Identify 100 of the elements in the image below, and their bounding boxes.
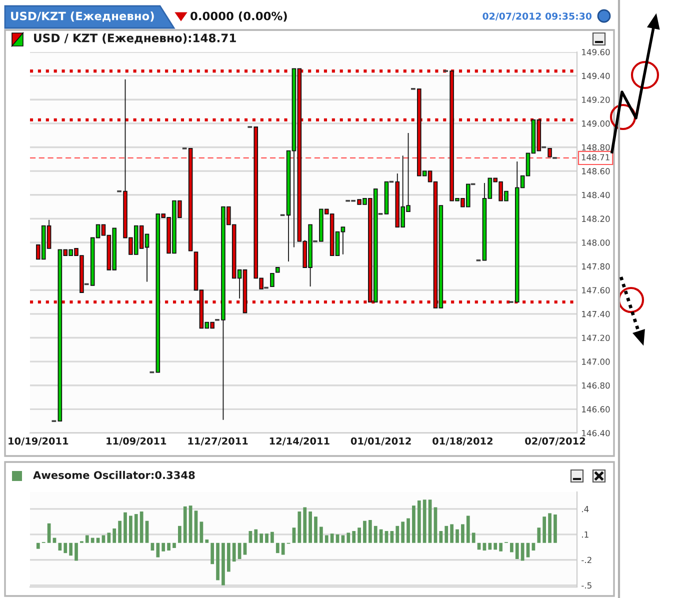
- bar: [162, 542, 166, 552]
- bar: [396, 526, 400, 543]
- bar: [346, 532, 350, 543]
- y-tick-label: 149.40: [582, 72, 610, 80]
- bar: [472, 532, 476, 543]
- y-tick-label: 146.80: [582, 382, 610, 389]
- bar: [510, 542, 514, 552]
- bar: [112, 528, 116, 543]
- bar: [265, 534, 268, 543]
- bar: [243, 542, 247, 555]
- bar: [64, 542, 68, 554]
- y-tick-label: 147.00: [582, 358, 610, 365]
- bar: [314, 516, 318, 543]
- bar: [226, 542, 230, 572]
- x-tick-label: 02/07/2012: [525, 437, 585, 446]
- bar: [134, 514, 138, 543]
- y-tick-label: 149.60: [582, 48, 610, 56]
- candlestick: [384, 181, 389, 214]
- bar: [260, 534, 264, 543]
- y-tick-label: -.2: [582, 556, 592, 564]
- candlestick: [276, 267, 280, 273]
- bar: [499, 542, 502, 552]
- chart-title: Awesome Oscillator:0.3348: [33, 470, 195, 480]
- x-tick-label: 11/27/2011: [188, 437, 248, 446]
- bar: [401, 522, 405, 543]
- y-tick-label: 148.20: [582, 216, 610, 222]
- bar: [292, 528, 296, 543]
- bar: [140, 512, 144, 543]
- bar: [183, 506, 187, 543]
- candlestick: [188, 148, 193, 252]
- x-tick-label: 12/14/2011: [270, 437, 330, 446]
- bar: [210, 542, 214, 564]
- text: 02/07/2012 09:35:30: [482, 12, 592, 20]
- bar: [363, 520, 366, 543]
- bar: [205, 540, 209, 543]
- ref-line-label: 148.71: [582, 154, 610, 160]
- bar: [390, 531, 394, 543]
- y-tick-label: -.5: [582, 582, 592, 589]
- bar: [520, 542, 524, 561]
- bar: [494, 542, 498, 550]
- bar: [248, 531, 252, 543]
- bar: [330, 534, 334, 543]
- text: 0.0000 (0.00%): [190, 12, 287, 22]
- bar: [537, 528, 541, 543]
- chart-title: USD/KZT (Ежедневно): [11, 12, 154, 22]
- bar: [200, 522, 204, 543]
- bar: [124, 512, 127, 543]
- bar: [374, 526, 378, 543]
- bar: [352, 531, 356, 543]
- bar: [74, 542, 78, 561]
- bar: [548, 513, 552, 543]
- y-tick-label: 146.60: [582, 406, 610, 412]
- bar: [466, 516, 470, 543]
- bar: [298, 512, 302, 543]
- bar: [172, 542, 176, 548]
- bar: [324, 535, 328, 543]
- bar: [542, 516, 546, 543]
- bar: [368, 520, 372, 543]
- bar: [118, 520, 122, 543]
- bar: [554, 514, 557, 543]
- y-tick-label: 147.20: [582, 334, 610, 342]
- y-tick-label: 148.80: [582, 144, 610, 151]
- bar: [85, 535, 89, 543]
- bar: [216, 542, 220, 580]
- bar: [222, 542, 225, 586]
- bar: [69, 542, 73, 556]
- bar: [194, 510, 198, 543]
- y-tick-label: 148.40: [582, 192, 610, 198]
- y-tick-label: .1: [582, 532, 588, 538]
- bar: [232, 542, 236, 562]
- bar: [36, 542, 40, 549]
- y-tick-label: .4: [582, 506, 589, 512]
- y-tick-label: 149.20: [582, 96, 610, 103]
- bar: [156, 542, 160, 558]
- bar: [417, 500, 421, 543]
- bar: [281, 542, 285, 555]
- bar: [303, 507, 307, 543]
- bar: [58, 542, 62, 551]
- bar: [461, 524, 464, 543]
- x-tick-label: 10/19/2011: [8, 437, 68, 446]
- bar: [320, 526, 323, 543]
- bar: [515, 542, 519, 560]
- y-tick-label: 147.60: [582, 287, 610, 294]
- bar: [488, 542, 492, 550]
- bar: [450, 524, 454, 543]
- y-tick-label: 146.40: [582, 430, 610, 436]
- bar: [358, 528, 361, 543]
- bar: [276, 542, 280, 554]
- x-tick-label: 11/09/2011: [106, 437, 166, 446]
- bar: [412, 506, 416, 543]
- bar: [107, 532, 111, 543]
- chart-subtitle: USD / KZT (Ежедневно):148.71: [34, 33, 236, 44]
- x-tick-label: 01/18/2012: [432, 437, 492, 446]
- bar: [444, 526, 448, 543]
- bar: [308, 512, 312, 543]
- bar: [270, 532, 274, 543]
- candlestick: [270, 273, 274, 288]
- bar: [422, 500, 426, 543]
- bar: [178, 526, 182, 543]
- bar: [439, 531, 443, 543]
